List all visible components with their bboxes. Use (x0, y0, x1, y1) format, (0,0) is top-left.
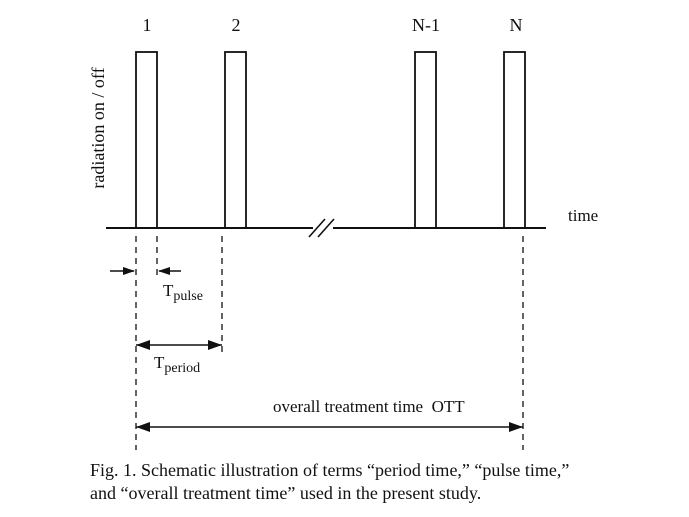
t-period-arrowhead-left (136, 340, 150, 350)
t-period-symbol: T (154, 353, 165, 372)
pulse-1 (135, 51, 158, 229)
pulse-label-2: 2 (232, 15, 241, 35)
caption-line-2: and “overall treatment time” used in the… (90, 483, 482, 503)
t-period-arrowhead-right (208, 340, 222, 350)
figure-caption: Fig. 1. Schematic illustration of terms … (90, 459, 650, 505)
ott-arrowhead-right (509, 422, 523, 432)
x-axis-label: time (568, 206, 598, 225)
y-axis-label: radiation on / off (88, 67, 108, 188)
pulse-label-n: N (510, 15, 523, 35)
pulse-2 (224, 51, 247, 229)
caption-line-1: Fig. 1. Schematic illustration of terms … (90, 460, 570, 480)
ott-arrowhead-left (136, 422, 150, 432)
t-pulse-label: Tpulse (163, 281, 203, 304)
t-pulse-subscript: pulse (173, 289, 203, 304)
t-pulse-symbol: T (163, 281, 174, 300)
pulse-label-n-minus-1: N-1 (412, 15, 440, 35)
ott-label: overall treatment time OTT (273, 397, 465, 416)
axis-break-marker (308, 218, 335, 238)
t-period-label: Tperiod (154, 353, 200, 376)
t-period-subscript: period (164, 361, 200, 376)
pulse-n-minus-1 (414, 51, 437, 229)
pulse-n (503, 51, 526, 229)
pulse-label-1: 1 (143, 15, 152, 35)
